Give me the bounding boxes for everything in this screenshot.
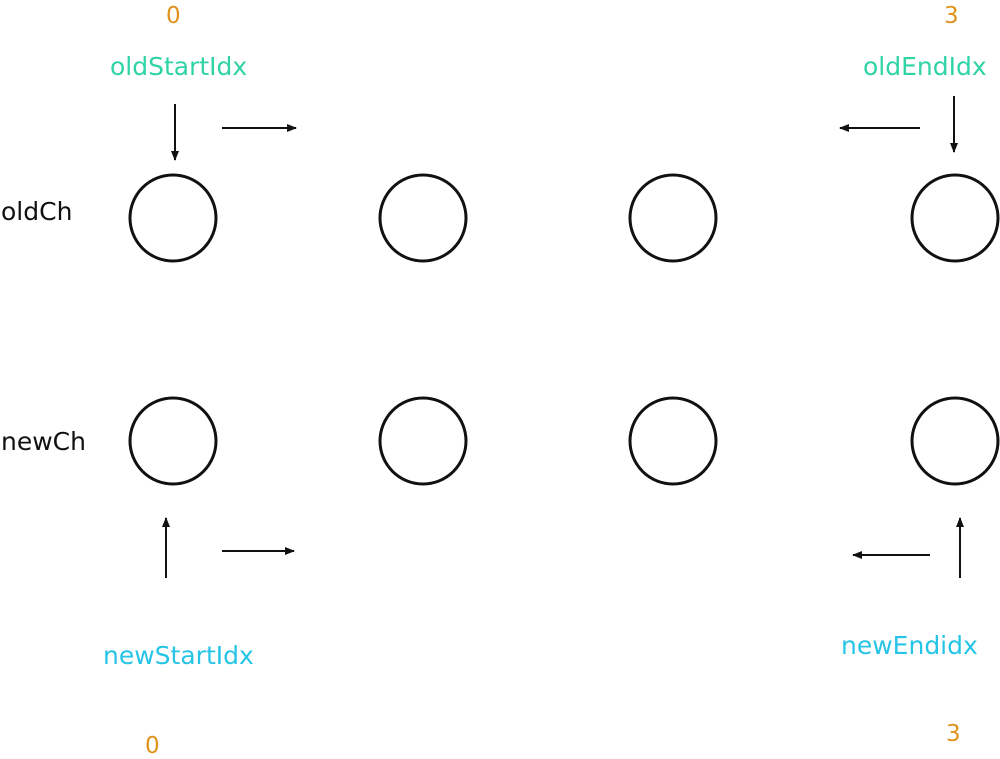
- new-children-nodes: [128, 396, 1000, 486]
- old-start-pointer-label: oldStartIdx: [110, 52, 248, 81]
- old-end-pointer-label: oldEndIdx: [863, 52, 987, 81]
- new-end-pointer-label: newEndidx: [841, 631, 978, 660]
- new-node: [628, 396, 718, 486]
- new-node: [128, 396, 218, 486]
- new-children-row-label: newCh: [1, 427, 86, 456]
- old-start-index: 0: [166, 3, 181, 29]
- old-node: [910, 173, 1000, 263]
- new-node: [378, 396, 468, 486]
- new-start-pointer-label: newStartIdx: [103, 641, 254, 670]
- old-node: [378, 173, 468, 263]
- new-node: [910, 396, 1000, 486]
- old-node: [128, 173, 218, 263]
- old-children-row-label: oldCh: [1, 197, 73, 226]
- old-node: [628, 173, 718, 263]
- old-end-index: 3: [944, 3, 959, 29]
- new-end-index: 3: [946, 721, 961, 747]
- new-start-index: 0: [145, 733, 160, 759]
- old-children-nodes: [128, 173, 1000, 263]
